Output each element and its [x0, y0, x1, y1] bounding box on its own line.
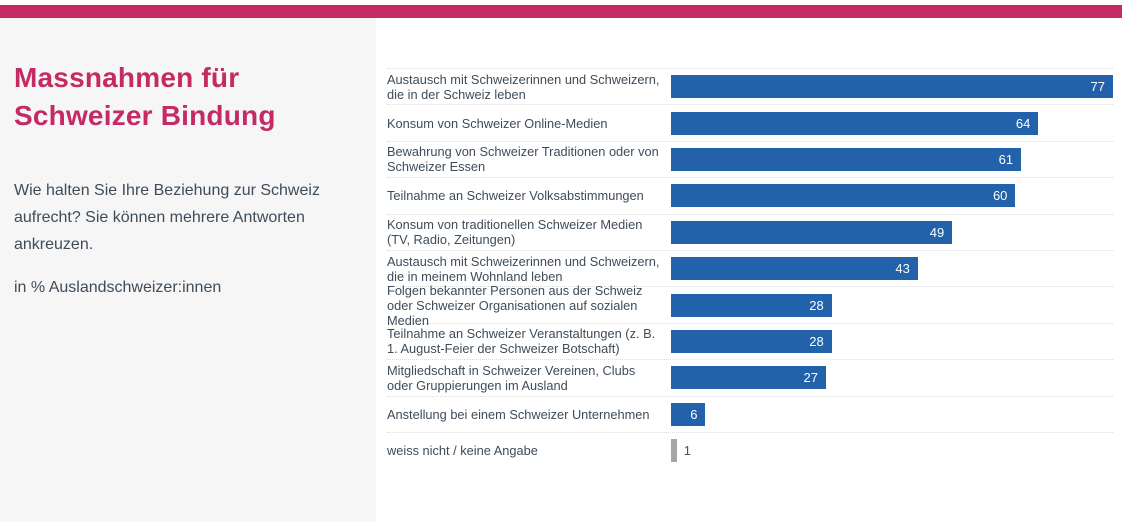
value-label: 60	[992, 188, 1008, 204]
value-bar	[671, 439, 677, 463]
chart-description: Wie halten Sie Ihre Beziehung zur Schwei…	[14, 181, 320, 253]
chart-row: Konsum von Schweizer Online-Medien 64	[387, 104, 1113, 140]
chart-row: weiss nicht / keine Angabe 1	[387, 431, 1113, 468]
value-label: 28	[809, 333, 824, 349]
bar-chart-rows: Austausch mit Schweizerinnen und Schweiz…	[387, 68, 1113, 468]
value-bar: 60	[671, 184, 1016, 208]
value-label: 77	[1090, 79, 1105, 95]
category-label: Bewahrung von Schweizer Traditionen oder…	[387, 144, 659, 175]
chart-info-panel: Massnahmen für Schweizer Bindung Wie hal…	[0, 18, 376, 522]
chart-row: Mitgliedschaft in Schweizer Vereinen, Cl…	[387, 359, 1113, 395]
chart-row: Anstellung bei einem Schweizer Unternehm…	[387, 395, 1113, 432]
chart-row: Teilnahme an Schweizer Volksabstimmungen…	[387, 177, 1113, 213]
value-label: 43	[895, 261, 910, 277]
value-bar: 49	[671, 220, 953, 244]
category-label: Teilnahme an Schweizer Volksabstimmungen	[387, 188, 644, 204]
bar-area: 43	[671, 257, 1113, 281]
chart-row: Austausch mit Schweizerinnen und Schweiz…	[387, 68, 1113, 104]
brand-top-bar	[0, 5, 1122, 18]
value-label: 28	[809, 297, 824, 313]
bar-area: 28	[671, 293, 1113, 317]
bar-area: 6	[671, 402, 1113, 426]
value-label: 64	[1015, 115, 1031, 131]
category-label: Mitgliedschaft in Schweizer Vereinen, Cl…	[387, 362, 636, 393]
bar-area: 64	[671, 111, 1113, 135]
value-bar: 64	[671, 111, 1039, 135]
category-label: Austausch mit Schweizerinnen und Schweiz…	[387, 71, 660, 102]
value-bar: 43	[671, 257, 918, 281]
bar-area: 61	[671, 147, 1113, 171]
value-bar: 61	[671, 147, 1022, 171]
value-bar: 28	[671, 293, 832, 317]
category-label: weiss nicht / keine Angabe	[387, 443, 538, 459]
value-bar: 6	[671, 402, 706, 426]
value-bar: 27	[671, 366, 826, 390]
bar-area: 28	[671, 329, 1113, 353]
value-label: 6	[690, 406, 698, 422]
chart-row: Folgen bekannter Personen aus der Schwei…	[387, 282, 1113, 328]
bar-area: 27	[671, 366, 1113, 390]
bar-area: 60	[671, 184, 1113, 208]
chart-title: Massnahmen für Schweizer Bindung	[14, 61, 276, 131]
category-label: Konsum von Schweizer Online-Medien	[387, 115, 608, 131]
value-bar: 77	[671, 75, 1113, 99]
category-label: Folgen bekannter Personen aus der Schwei…	[387, 282, 643, 328]
category-label: Anstellung bei einem Schweizer Unternehm…	[387, 406, 650, 422]
value-label: 61	[998, 151, 1014, 167]
chart-row: Konsum von traditionellen Schweizer Medi…	[387, 213, 1113, 250]
bar-area: 1	[671, 439, 1113, 463]
value-label: 27	[803, 370, 818, 386]
chart-unit-note: in % Auslandschweizer:innen	[14, 278, 222, 296]
value-label: 1	[683, 443, 691, 459]
value-bar: 28	[671, 329, 832, 353]
bar-area: 49	[671, 220, 1113, 244]
bar-area: 77	[671, 75, 1113, 99]
chart-row: Bewahrung von Schweizer Traditionen oder…	[387, 140, 1113, 177]
category-label: Konsum von traditionellen Schweizer Medi…	[387, 217, 643, 248]
category-label: Austausch mit Schweizerinnen und Schweiz…	[387, 253, 660, 284]
chart-row: Teilnahme an Schweizer Veranstaltungen (…	[387, 322, 1113, 359]
category-label: Teilnahme an Schweizer Veranstaltungen (…	[387, 326, 656, 357]
chart-row: Austausch mit Schweizerinnen und Schweiz…	[387, 249, 1113, 286]
value-label: 49	[929, 224, 945, 240]
bar-chart: Austausch mit Schweizerinnen und Schweiz…	[387, 68, 1113, 468]
